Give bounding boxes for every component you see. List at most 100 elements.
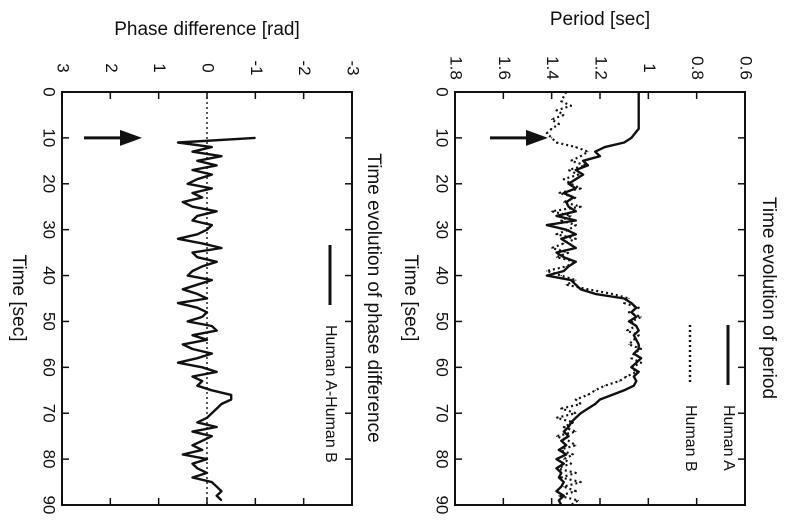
data-point [575,398,577,401]
data-point [563,426,565,428]
data-point [563,431,565,433]
data-point [560,472,562,474]
data-point [623,141,625,144]
x-tick-label: 10 [433,128,452,147]
data-point [196,233,198,235]
data-point [599,398,601,401]
data-point [572,453,575,456]
data-point [230,398,232,401]
data-point [196,256,198,258]
series-line-human-b [545,91,643,506]
data-point [633,385,635,387]
data-point [604,146,606,148]
data-point [623,297,625,300]
data-point [570,279,572,281]
data-point [633,339,635,341]
data-point [551,210,553,212]
data-point [638,334,640,336]
data-point [216,210,218,212]
data-point [558,499,560,501]
data-point [638,128,640,130]
data-point [196,215,198,217]
data-point [570,504,572,506]
data-point [568,426,570,428]
data-point [594,389,596,391]
data-point [206,297,208,300]
data-point [575,417,577,419]
data-point [187,320,189,322]
data-point [575,210,577,212]
data-point [623,389,625,391]
data-point [560,275,562,277]
data-point [206,229,208,231]
data-point [575,412,577,414]
y-tick-label: 0 [199,63,218,72]
data-point [191,206,194,208]
data-point [201,366,203,368]
x-tick-label: 80 [433,450,452,469]
data-point [568,183,570,185]
data-point [216,261,218,263]
data-point [558,192,560,194]
data-point [565,453,567,456]
data-point [196,160,198,162]
data-point [182,453,184,456]
data-point [575,247,577,249]
data-point [558,449,560,451]
data-point [191,476,194,479]
y-tick-label: -2 [295,60,314,75]
data-point [628,297,630,300]
x-tick-label: 0 [40,87,59,96]
data-point [635,339,637,341]
data-point [555,215,558,217]
data-point [640,348,642,350]
data-point [580,206,582,208]
data-point [196,467,198,469]
data-point [635,325,637,327]
data-point [216,164,218,166]
legend-label: Human B [682,405,699,472]
data-point [611,394,613,396]
data-point [575,279,577,281]
data-point [191,252,194,254]
data-point [580,288,582,290]
period-chart: 0 10 20 30 40 50 60 70 80 90 0.6 0.8 1 1.2 1.4 1.6 1.8 Ti… [400,9,779,514]
data-point [580,155,582,157]
data-point [563,178,565,180]
data-point [206,311,208,313]
x-tick-label: 60 [433,358,452,377]
data-point [587,288,589,290]
data-point [196,357,198,359]
data-point [580,187,582,189]
data-point [575,431,577,433]
data-point [626,375,628,378]
data-point [638,330,640,332]
data-point [551,137,553,139]
data-point [191,169,194,171]
x-tick-label: 90 [433,496,452,515]
data-point [565,91,567,93]
y-tick-label: 3 [54,63,73,72]
data-point [551,247,553,249]
data-point [638,100,640,102]
data-point [560,238,562,240]
data-point [211,279,213,281]
data-point [630,320,633,322]
data-point [570,183,572,185]
data-point [638,348,640,350]
data-point [230,394,232,396]
data-point [565,444,567,446]
y-tick-label: 1.2 [592,56,611,80]
data-point [580,412,582,414]
data-point [582,160,584,162]
data-point [558,476,560,479]
data-point [177,141,179,144]
data-point [555,458,558,460]
data-point [191,375,194,378]
data-point [211,481,213,483]
data-point [555,252,558,254]
data-point [638,109,640,111]
x-tick-label: 50 [433,312,452,331]
data-point [196,385,198,387]
data-point [560,408,562,410]
